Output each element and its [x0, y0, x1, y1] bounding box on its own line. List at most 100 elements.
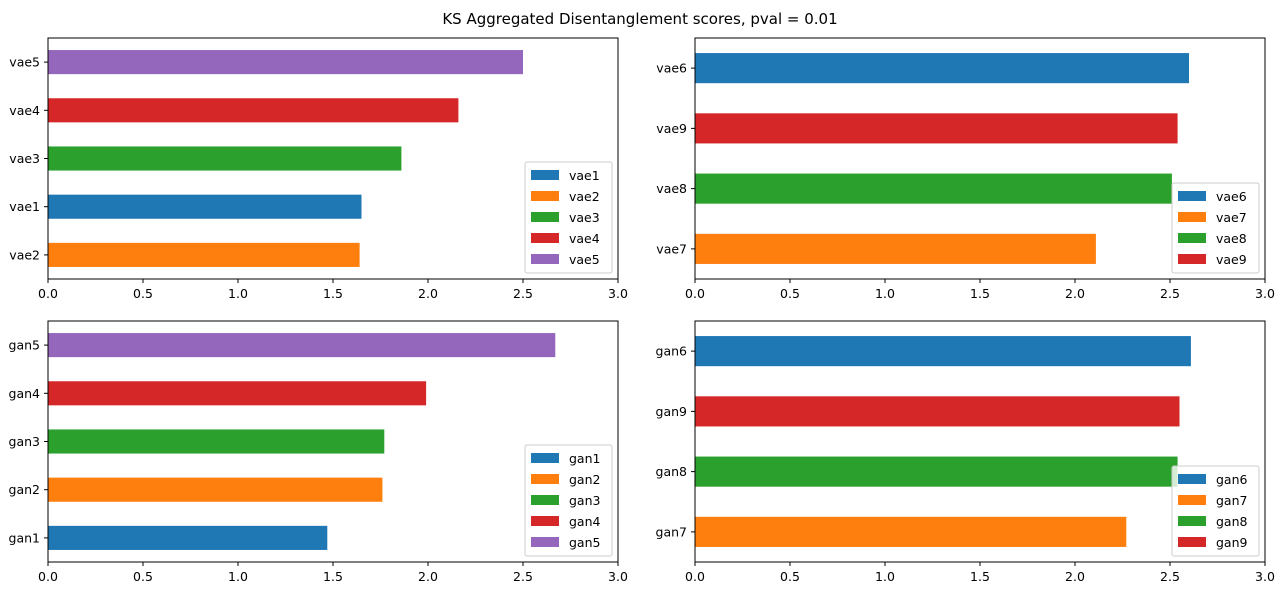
- subplot-2: vae7 vae8 vae9 vae6 0.0 0.5 1.0 1.5 2.0 2.5 3.0 vae…: [656, 37, 1275, 301]
- legend-swatch-vae8: [1178, 233, 1206, 243]
- legend: gan6 gan7 gan8 gan9: [1171, 465, 1260, 557]
- bar-gan3: [48, 429, 385, 454]
- x-tick-label: 3.0: [1255, 569, 1275, 584]
- subplot-4: gan7 gan8 gan9 gan6 0.0 0.5 1.0 1.5 2.0 2.5 3.0 gan…: [656, 320, 1275, 584]
- bar-vae3: [48, 146, 402, 171]
- legend-label-vae4: vae4: [569, 231, 600, 246]
- legend-swatch-vae6: [1178, 191, 1206, 201]
- y-tick-label: gan3: [9, 434, 40, 449]
- y-tick-label: vae4: [9, 103, 40, 118]
- x-tick-label: 0.5: [780, 569, 800, 584]
- x-tick-label: 2.5: [513, 569, 533, 584]
- bar-gan2: [48, 477, 383, 502]
- legend-swatch-vae1: [531, 170, 559, 180]
- legend-label-gan4: gan4: [569, 514, 601, 529]
- legend: vae6 vae7 vae8 vae9: [1171, 182, 1260, 274]
- x-tick-label: 0.0: [38, 569, 58, 584]
- x-tick-label: 3.0: [1255, 286, 1275, 301]
- bar-gan6: [695, 336, 1191, 367]
- legend-swatch-vae5: [531, 254, 559, 264]
- legend-label-gan2: gan2: [569, 472, 600, 487]
- x-tick-label: 2.0: [1065, 286, 1085, 301]
- subplot-1: vae2 vae1 vae3 vae4 vae5 0.0 0.5 1.0 1.5 2.0 2.5 3.…: [9, 37, 628, 301]
- x-tick-label: 0.0: [685, 286, 705, 301]
- y-tick-label: vae6: [656, 61, 687, 76]
- legend-swatch-gan6: [1178, 474, 1206, 484]
- legend-frame: [524, 444, 613, 557]
- legend-swatch-vae3: [531, 212, 559, 222]
- legend-swatch-gan1: [531, 453, 559, 463]
- x-tick-label: 2.0: [418, 286, 438, 301]
- y-tick-label: gan7: [656, 524, 687, 539]
- x-tick-label: 1.0: [228, 286, 248, 301]
- subplot-grid: vae2 vae1 vae3 vae4 vae5 0.0 0.5 1.0 1.5 2.0 2.5 3.…: [9, 37, 1275, 584]
- y-tick-label: gan8: [656, 464, 688, 479]
- legend-label-gan3: gan3: [569, 493, 600, 508]
- y-tick-label: gan9: [656, 404, 688, 419]
- legend-frame: [1171, 182, 1260, 274]
- bar-vae1: [48, 194, 362, 219]
- legend-swatch-gan4: [531, 516, 559, 526]
- subplot-3: gan1 gan2 gan3 gan4 gan5 0.0 0.5 1.0 1.5 2.0 2.5 3.…: [9, 320, 628, 584]
- legend-label-gan6: gan6: [1216, 472, 1248, 487]
- legend-label-gan9: gan9: [1216, 535, 1248, 550]
- x-tick-label: 2.5: [513, 286, 533, 301]
- y-tick-label: vae2: [9, 247, 40, 262]
- y-tick-label: gan6: [656, 344, 688, 359]
- x-tick-label: 3.0: [608, 569, 628, 584]
- x-tick-label: 1.5: [970, 569, 990, 584]
- x-tick-label: 0.0: [685, 569, 705, 584]
- x-tick-label: 2.5: [1160, 569, 1180, 584]
- bar-gan8: [695, 456, 1178, 487]
- bar-gan9: [695, 396, 1180, 427]
- legend-swatch-gan3: [531, 495, 559, 505]
- x-tick-label: 0.0: [38, 286, 58, 301]
- legend-label-gan5: gan5: [569, 535, 600, 550]
- legend-label-vae7: vae7: [1216, 210, 1247, 225]
- x-tick-label: 1.5: [323, 569, 343, 584]
- legend-label-gan7: gan7: [1216, 493, 1247, 508]
- legend-frame: [1171, 465, 1260, 557]
- x-tick-label: 1.0: [228, 569, 248, 584]
- legend-swatch-gan9: [1178, 537, 1206, 547]
- legend-swatch-vae2: [531, 191, 559, 201]
- legend-swatch-gan2: [531, 474, 559, 484]
- legend-swatch-gan7: [1178, 495, 1206, 505]
- y-tick-label: gan1: [9, 530, 40, 545]
- y-tick-label: gan2: [9, 482, 40, 497]
- x-tick-label: 2.5: [1160, 286, 1180, 301]
- bar-gan4: [48, 381, 427, 406]
- legend-swatch-vae7: [1178, 212, 1206, 222]
- bar-gan7: [695, 516, 1127, 547]
- legend-label-vae9: vae9: [1216, 252, 1247, 267]
- legend-label-vae6: vae6: [1216, 189, 1247, 204]
- x-tick-label: 3.0: [608, 286, 628, 301]
- bar-vae7: [695, 233, 1096, 264]
- x-tick-label: 1.5: [323, 286, 343, 301]
- x-tick-label: 2.0: [1065, 569, 1085, 584]
- x-tick-label: 1.0: [875, 569, 895, 584]
- legend-label-vae8: vae8: [1216, 231, 1247, 246]
- y-tick-label: vae8: [656, 181, 687, 196]
- y-tick-label: gan4: [9, 386, 41, 401]
- legend-label-vae5: vae5: [569, 252, 600, 267]
- y-tick-label: gan5: [9, 338, 40, 353]
- bar-vae2: [48, 242, 360, 267]
- bar-gan1: [48, 525, 328, 550]
- x-tick-label: 0.5: [780, 286, 800, 301]
- legend-label-gan8: gan8: [1216, 514, 1248, 529]
- legend-label-vae1: vae1: [569, 168, 600, 183]
- legend-swatch-gan5: [531, 537, 559, 547]
- bar-vae6: [695, 53, 1189, 84]
- x-tick-label: 1.5: [970, 286, 990, 301]
- y-tick-label: vae7: [656, 241, 687, 256]
- y-tick-label: vae3: [9, 151, 40, 166]
- bar-vae5: [48, 50, 523, 75]
- x-tick-label: 0.5: [133, 286, 153, 301]
- bar-vae8: [695, 173, 1172, 204]
- bar-gan5: [48, 333, 556, 358]
- bar-vae4: [48, 98, 459, 123]
- legend-label-vae2: vae2: [569, 189, 600, 204]
- legend: vae1 vae2 vae3 vae4 vae5: [524, 161, 613, 274]
